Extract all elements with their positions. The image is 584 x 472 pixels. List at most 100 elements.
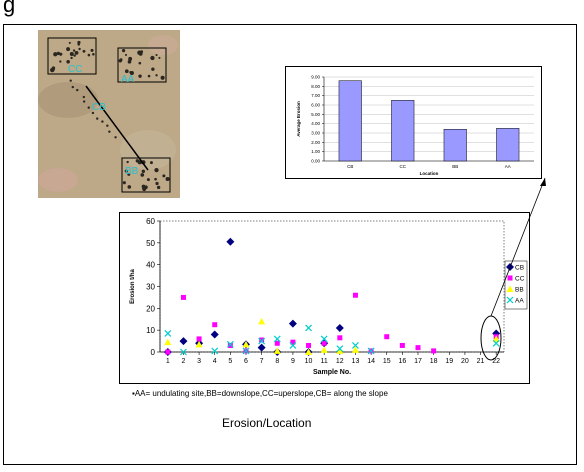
point-cb — [288, 319, 297, 328]
point-aa — [336, 345, 344, 353]
x-tick-label: 4 — [213, 358, 217, 365]
y-tick-label: 20 — [146, 304, 155, 313]
point-bb — [492, 335, 500, 342]
photo-label-bb: BB — [125, 166, 139, 177]
aerial-photo: CC AA CB BB — [38, 30, 180, 198]
point-bb — [351, 346, 359, 353]
point-bb — [305, 348, 313, 355]
point-cb — [226, 237, 235, 246]
point-aa — [273, 335, 281, 343]
point-bb — [242, 340, 250, 348]
point-cc — [415, 345, 421, 351]
photo-label-cb: CB — [92, 102, 106, 113]
bar-y-tick-label: 6.00 — [311, 103, 320, 108]
point-aa — [164, 330, 172, 337]
point-cc — [337, 335, 343, 341]
bar-x-tick-label: CB — [347, 164, 353, 169]
point-aa — [305, 324, 312, 332]
x-tick-label: 15 — [383, 358, 391, 365]
legend-box — [504, 260, 528, 310]
point-cc — [227, 342, 233, 348]
x-tick-label: 9 — [291, 358, 295, 365]
point-cc — [259, 337, 265, 343]
bar-x-tick-label: AA — [505, 164, 511, 169]
x-tick-label: 16 — [398, 358, 406, 365]
point-aa — [320, 335, 328, 343]
caption: Erosion/Location — [222, 416, 312, 430]
bar-y-tick-label: 2.00 — [311, 140, 320, 145]
point-aa — [180, 348, 187, 356]
point-cb — [210, 330, 219, 339]
bar — [496, 128, 520, 162]
legend-marker-aa — [506, 296, 514, 304]
point-aa — [289, 342, 297, 349]
bar-x-tick-label: BB — [452, 164, 458, 169]
x-tick-label: 12 — [336, 358, 344, 365]
x-tick-label: 10 — [305, 358, 313, 365]
point-aa — [492, 339, 500, 347]
point-aa — [352, 342, 359, 349]
bar-chart-inset: 0.00 1.00 2.00 3.00 4.00 5.00 6.00 7.00 8.00 9.00… — [285, 66, 542, 179]
point-bb — [336, 347, 344, 354]
slide-frame — [3, 24, 577, 465]
point-aa — [226, 340, 234, 348]
bar-y-axis-label: Average Erosion — [296, 101, 301, 137]
point-bb — [195, 340, 203, 348]
y-tick-label: 50 — [146, 239, 155, 248]
point-cc — [290, 339, 296, 345]
scatter-chart: 0 10 20 30 40 50 60 1 2 3 4 5 6 7 8 9 10 11 12 13 14 15 16 17 18… — [119, 212, 530, 384]
bar-y-tick-label: 8.00 — [311, 84, 320, 89]
footnote: ▪AA= undulating site,BB=downslope,CC=upe… — [132, 389, 388, 398]
point-cc — [212, 322, 218, 328]
legend-label-cb: CB — [515, 265, 524, 272]
point-bb — [320, 346, 328, 353]
point-cc — [306, 342, 312, 348]
x-tick-label: 6 — [244, 358, 248, 365]
point-cc — [384, 334, 390, 340]
x-tick-label: 14 — [367, 358, 375, 365]
point-cc — [352, 292, 358, 298]
bar-x-axis-label: Location — [420, 171, 439, 176]
bar-y-tick-label: 9.00 — [311, 75, 320, 80]
bar-y-tick-label: 1.00 — [311, 149, 320, 154]
point-bb — [164, 338, 172, 346]
x-tick-label: 17 — [414, 358, 422, 365]
bar — [443, 129, 467, 162]
x-tick-label: 21 — [477, 358, 485, 365]
plot-area — [159, 220, 505, 353]
bar — [391, 100, 415, 162]
point-aa — [367, 347, 375, 355]
point-bb — [273, 347, 281, 354]
point-cb — [179, 337, 188, 346]
point-aa — [211, 347, 219, 355]
y-tick-label: 0 — [151, 348, 156, 357]
x-tick-label: 1 — [166, 358, 170, 365]
x-tick-label: 20 — [461, 358, 469, 365]
x-tick-label: 13 — [352, 358, 360, 365]
legend-label-aa: AA — [515, 298, 524, 305]
legend-label-bb: BB — [515, 287, 524, 294]
point-cc — [399, 342, 405, 348]
bar-x-tick-label: CC — [400, 164, 407, 169]
y-tick-label: 30 — [146, 283, 155, 292]
x-tick-label: 19 — [445, 358, 453, 365]
point-cc — [165, 349, 171, 355]
point-cc — [431, 348, 437, 354]
x-tick-label: 5 — [228, 358, 232, 365]
point-cc — [180, 294, 186, 300]
y-tick-label: 40 — [146, 261, 155, 270]
x-tick-label: 7 — [260, 358, 264, 365]
y-axis-label: Erosion t/ha — [130, 269, 136, 304]
bar-y-tick-label: 4.00 — [311, 121, 320, 126]
bar-y-tick-label: 0.00 — [311, 159, 320, 164]
x-tick-label: 2 — [182, 358, 186, 365]
bar — [338, 80, 362, 162]
x-tick-label: 3 — [197, 358, 201, 365]
x-tick-label: 22 — [492, 358, 500, 365]
x-tick-label: 8 — [275, 358, 279, 365]
point-cc — [274, 340, 280, 346]
x-tick-label: 18 — [430, 358, 438, 365]
photo-label-cc: CC — [68, 64, 82, 75]
point-cb — [335, 323, 344, 332]
